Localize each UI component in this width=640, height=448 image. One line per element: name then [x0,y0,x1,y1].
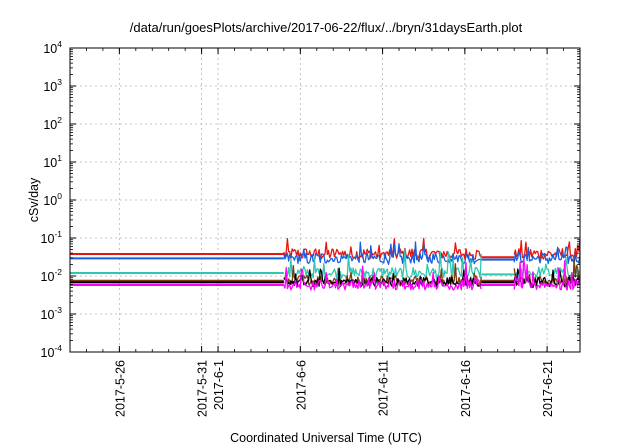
y-tick-label: 10-1 [41,229,63,246]
y-tick-label: 100 [43,191,62,208]
series-line [513,258,581,291]
y-tick-label: 10-3 [41,305,63,322]
x-tick-label: 2017-6-21 [541,360,555,417]
x-axis-label: Coordinated Universal Time (UTC) [230,431,422,445]
x-tick-label: 2017-5-26 [113,360,127,417]
y-tick-label: 101 [43,153,62,170]
series-line [513,239,581,260]
y-axis-label: cSv/day [27,177,41,222]
series-line [283,267,482,288]
x-tick-label: 2017-6-1 [212,360,226,410]
series-line [513,268,581,289]
chart-title: /data/run/goesPlots/archive/2017-06-22/f… [130,20,523,35]
x-tick-label: 2017-6-6 [294,360,308,410]
grid [70,48,580,352]
y-tick-label: 10-2 [41,267,63,284]
x-tick-label: 2017-6-16 [459,360,473,417]
series-line [513,246,581,265]
x-axis: 2017-5-26 2017-5-31 2017-6-1 2017-6-6 2017-6… [69,48,581,417]
x-tick-label: 2017-5-31 [196,360,210,417]
y-tick-label: 104 [43,39,62,56]
series-1 [70,237,581,260]
y-tick-label: 10-4 [41,343,63,360]
series-5 [70,267,581,289]
y-axis: 10-4 10-3 10-2 10-1 100 101 102 103 104 [41,39,580,360]
y-tick-label: 102 [43,115,62,132]
series-group [70,237,581,291]
x-tick-label: 2017-6-11 [377,360,391,416]
y-tick-label: 103 [43,77,62,94]
series-line [283,262,482,291]
series-6 [70,258,581,291]
